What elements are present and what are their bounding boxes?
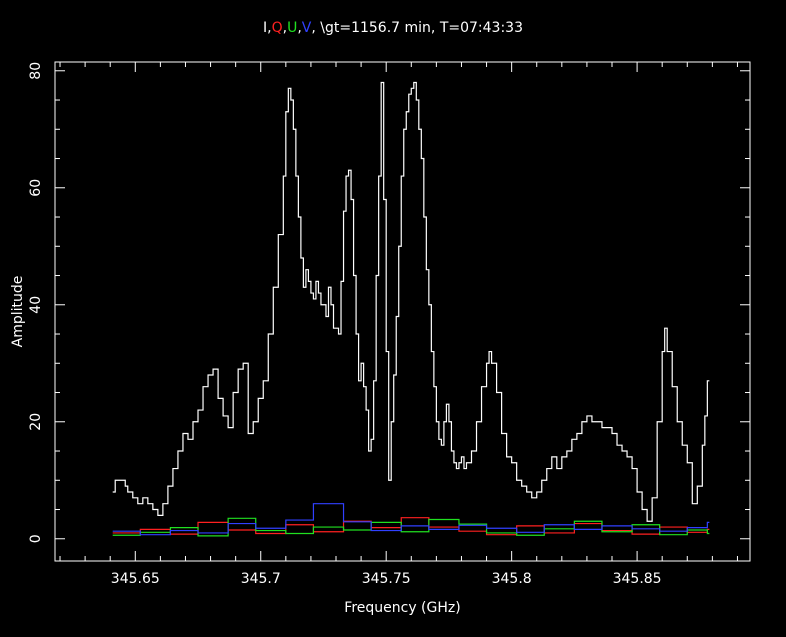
x-tick-label: 345.75 bbox=[362, 571, 411, 587]
x-axis-label: Frequency (GHz) bbox=[344, 600, 460, 616]
y-tick-label: 20 bbox=[28, 413, 44, 431]
title-part: , bbox=[297, 20, 302, 36]
y-tick-label: 80 bbox=[28, 62, 44, 80]
title-part: , bbox=[282, 20, 288, 36]
title-part: Q bbox=[271, 20, 283, 36]
title-part: U bbox=[287, 20, 298, 36]
title-part: , \gt=1156.7 min, T=07:43:33 bbox=[311, 20, 523, 36]
x-tick-label: 345.65 bbox=[111, 571, 160, 587]
y-tick-label: 40 bbox=[28, 296, 44, 314]
title-part: I bbox=[263, 20, 268, 36]
y-tick-label: 60 bbox=[28, 179, 44, 197]
y-tick-label: 0 bbox=[28, 534, 44, 543]
chart-title: I,Q,U,V, \gt=1156.7 min, T=07:43:33 bbox=[0, 20, 786, 36]
x-tick-label: 345.7 bbox=[241, 571, 281, 587]
y-axis-label: Amplitude bbox=[10, 276, 26, 348]
x-tick-label: 345.85 bbox=[613, 571, 662, 587]
title-part: , bbox=[267, 20, 272, 36]
series-I-line bbox=[112, 81, 710, 522]
title-part: V bbox=[301, 20, 312, 36]
series-V-line bbox=[112, 503, 710, 536]
x-tick-label: 345.8 bbox=[492, 571, 532, 587]
plot-frame bbox=[54, 61, 751, 562]
